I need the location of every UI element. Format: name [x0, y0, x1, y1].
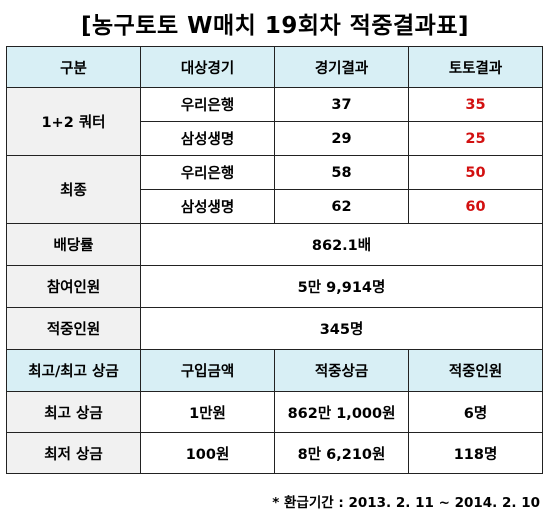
prize-amount: 862만 1,000원: [274, 391, 409, 433]
prize-header-purchase: 구입금액: [140, 349, 275, 392]
game-score: 58: [274, 155, 409, 190]
prize-header-row: 최고/최고 상금 구입금액 적중상금 적중인원: [6, 349, 543, 392]
purchase-amount: 1만원: [140, 391, 275, 433]
table-row: 1+2 쿼터 우리은행 37 35: [6, 87, 543, 156]
team-name: 삼성생명: [140, 121, 275, 156]
summary-label: 적중인원: [6, 307, 141, 350]
summary-label: 참여인원: [6, 265, 141, 308]
summary-value: 345명: [140, 307, 543, 350]
prize-amount: 8만 6,210원: [274, 432, 409, 474]
prize-label: 최저 상금: [6, 432, 141, 474]
table-row: 삼성생명 29 25: [7, 121, 543, 156]
section-label: 최종: [6, 155, 141, 224]
purchase-amount: 100원: [140, 432, 275, 474]
summary-label: 배당률: [6, 223, 141, 266]
toto-score: 35: [408, 87, 543, 122]
table-row: 삼성생명 62 60: [7, 189, 543, 224]
prize-header-category: 최고/최고 상금: [6, 349, 141, 392]
header-category: 구분: [6, 46, 141, 88]
summary-value: 862.1배: [140, 223, 543, 266]
team-name: 우리은행: [140, 155, 275, 190]
toto-score: 50: [408, 155, 543, 190]
prize-header-winners: 적중인원: [408, 349, 543, 392]
prize-row: 최저 상금 100원 8만 6,210원 118명: [6, 432, 543, 474]
winner-count: 118명: [408, 432, 543, 474]
header-toto-result: 토토결과: [408, 46, 543, 88]
game-score: 29: [274, 121, 409, 156]
header-target-game: 대상경기: [140, 46, 275, 88]
result-table: 구분 대상경기 경기결과 토토결과 1+2 쿼터 우리은행 37 35 삼성생명…: [6, 46, 543, 474]
winner-count: 6명: [408, 391, 543, 433]
team-name: 우리은행: [140, 87, 275, 122]
game-score: 37: [274, 87, 409, 122]
prize-header-prize: 적중상금: [274, 349, 409, 392]
summary-row: 참여인원 5만 9,914명: [6, 265, 543, 308]
team-name: 삼성생명: [140, 189, 275, 224]
refund-period-note: * 환급기간 : 2013. 2. 11 ~ 2014. 2. 10: [272, 495, 540, 511]
summary-row: 적중인원 345명: [6, 307, 543, 350]
header-game-result: 경기결과: [274, 46, 409, 88]
table-row: 최종 우리은행 58 50: [6, 155, 543, 224]
page-title: [농구토토 W매치 19회차 적중결과표]: [80, 13, 469, 39]
prize-row: 최고 상금 1만원 862만 1,000원 6명: [6, 391, 543, 433]
summary-value: 5만 9,914명: [140, 265, 543, 308]
toto-score: 25: [408, 121, 543, 156]
prize-label: 최고 상금: [6, 391, 141, 433]
section-label: 1+2 쿼터: [6, 87, 141, 156]
toto-score: 60: [408, 189, 543, 224]
table-header-row: 구분 대상경기 경기결과 토토결과: [6, 46, 543, 88]
game-score: 62: [274, 189, 409, 224]
summary-row: 배당률 862.1배: [6, 223, 543, 266]
